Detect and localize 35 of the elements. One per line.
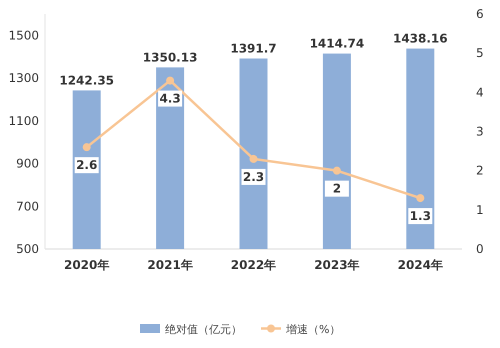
y2-tick-label: 6 <box>476 7 484 21</box>
data-label: 4.3 <box>159 92 181 106</box>
x-tick-label: 2021年 <box>147 258 193 272</box>
point <box>82 143 91 152</box>
y-tick-label: 500 <box>16 242 39 256</box>
data-label: 1.3 <box>410 209 431 224</box>
y-tick-label: 1500 <box>8 28 39 42</box>
y2-tick-label: 2 <box>476 164 484 178</box>
y-tick-label: 700 <box>16 199 39 214</box>
y2-tick-label: 3 <box>476 124 484 138</box>
y2-tick-label: 0 <box>476 242 484 256</box>
data-label: 2.3 <box>242 170 264 184</box>
point <box>332 166 341 175</box>
data-label: 1438.16 <box>392 32 448 46</box>
data-label: 1414.74 <box>310 36 364 51</box>
data-label: 2.6 <box>76 158 98 172</box>
x-tick-label: 2024年 <box>398 258 444 272</box>
x-tick-label: 2020年 <box>64 258 110 272</box>
point <box>166 76 174 85</box>
legend-label: 绝对值（亿元） <box>165 323 242 336</box>
point <box>250 154 258 163</box>
point <box>416 194 424 202</box>
x-tick-label: 2022年 <box>230 258 276 272</box>
y-tick-label: 1100 <box>8 114 39 128</box>
y2-tick-label: 5 <box>476 46 484 60</box>
x-tick-label: 2023年 <box>314 258 360 272</box>
data-label: 2 <box>332 182 342 196</box>
data-label: 1391.7 <box>230 42 277 56</box>
y-tick-label: 1300 <box>8 71 39 86</box>
data-label: 1242.35 <box>59 73 114 88</box>
data-label: 1350.13 <box>142 50 198 64</box>
y-tick-label: 900 <box>16 156 39 171</box>
y2-tick-label: 4 <box>476 85 484 100</box>
y2-tick-label: 1 <box>476 202 484 217</box>
legend-label: 增速（%） <box>285 323 340 336</box>
